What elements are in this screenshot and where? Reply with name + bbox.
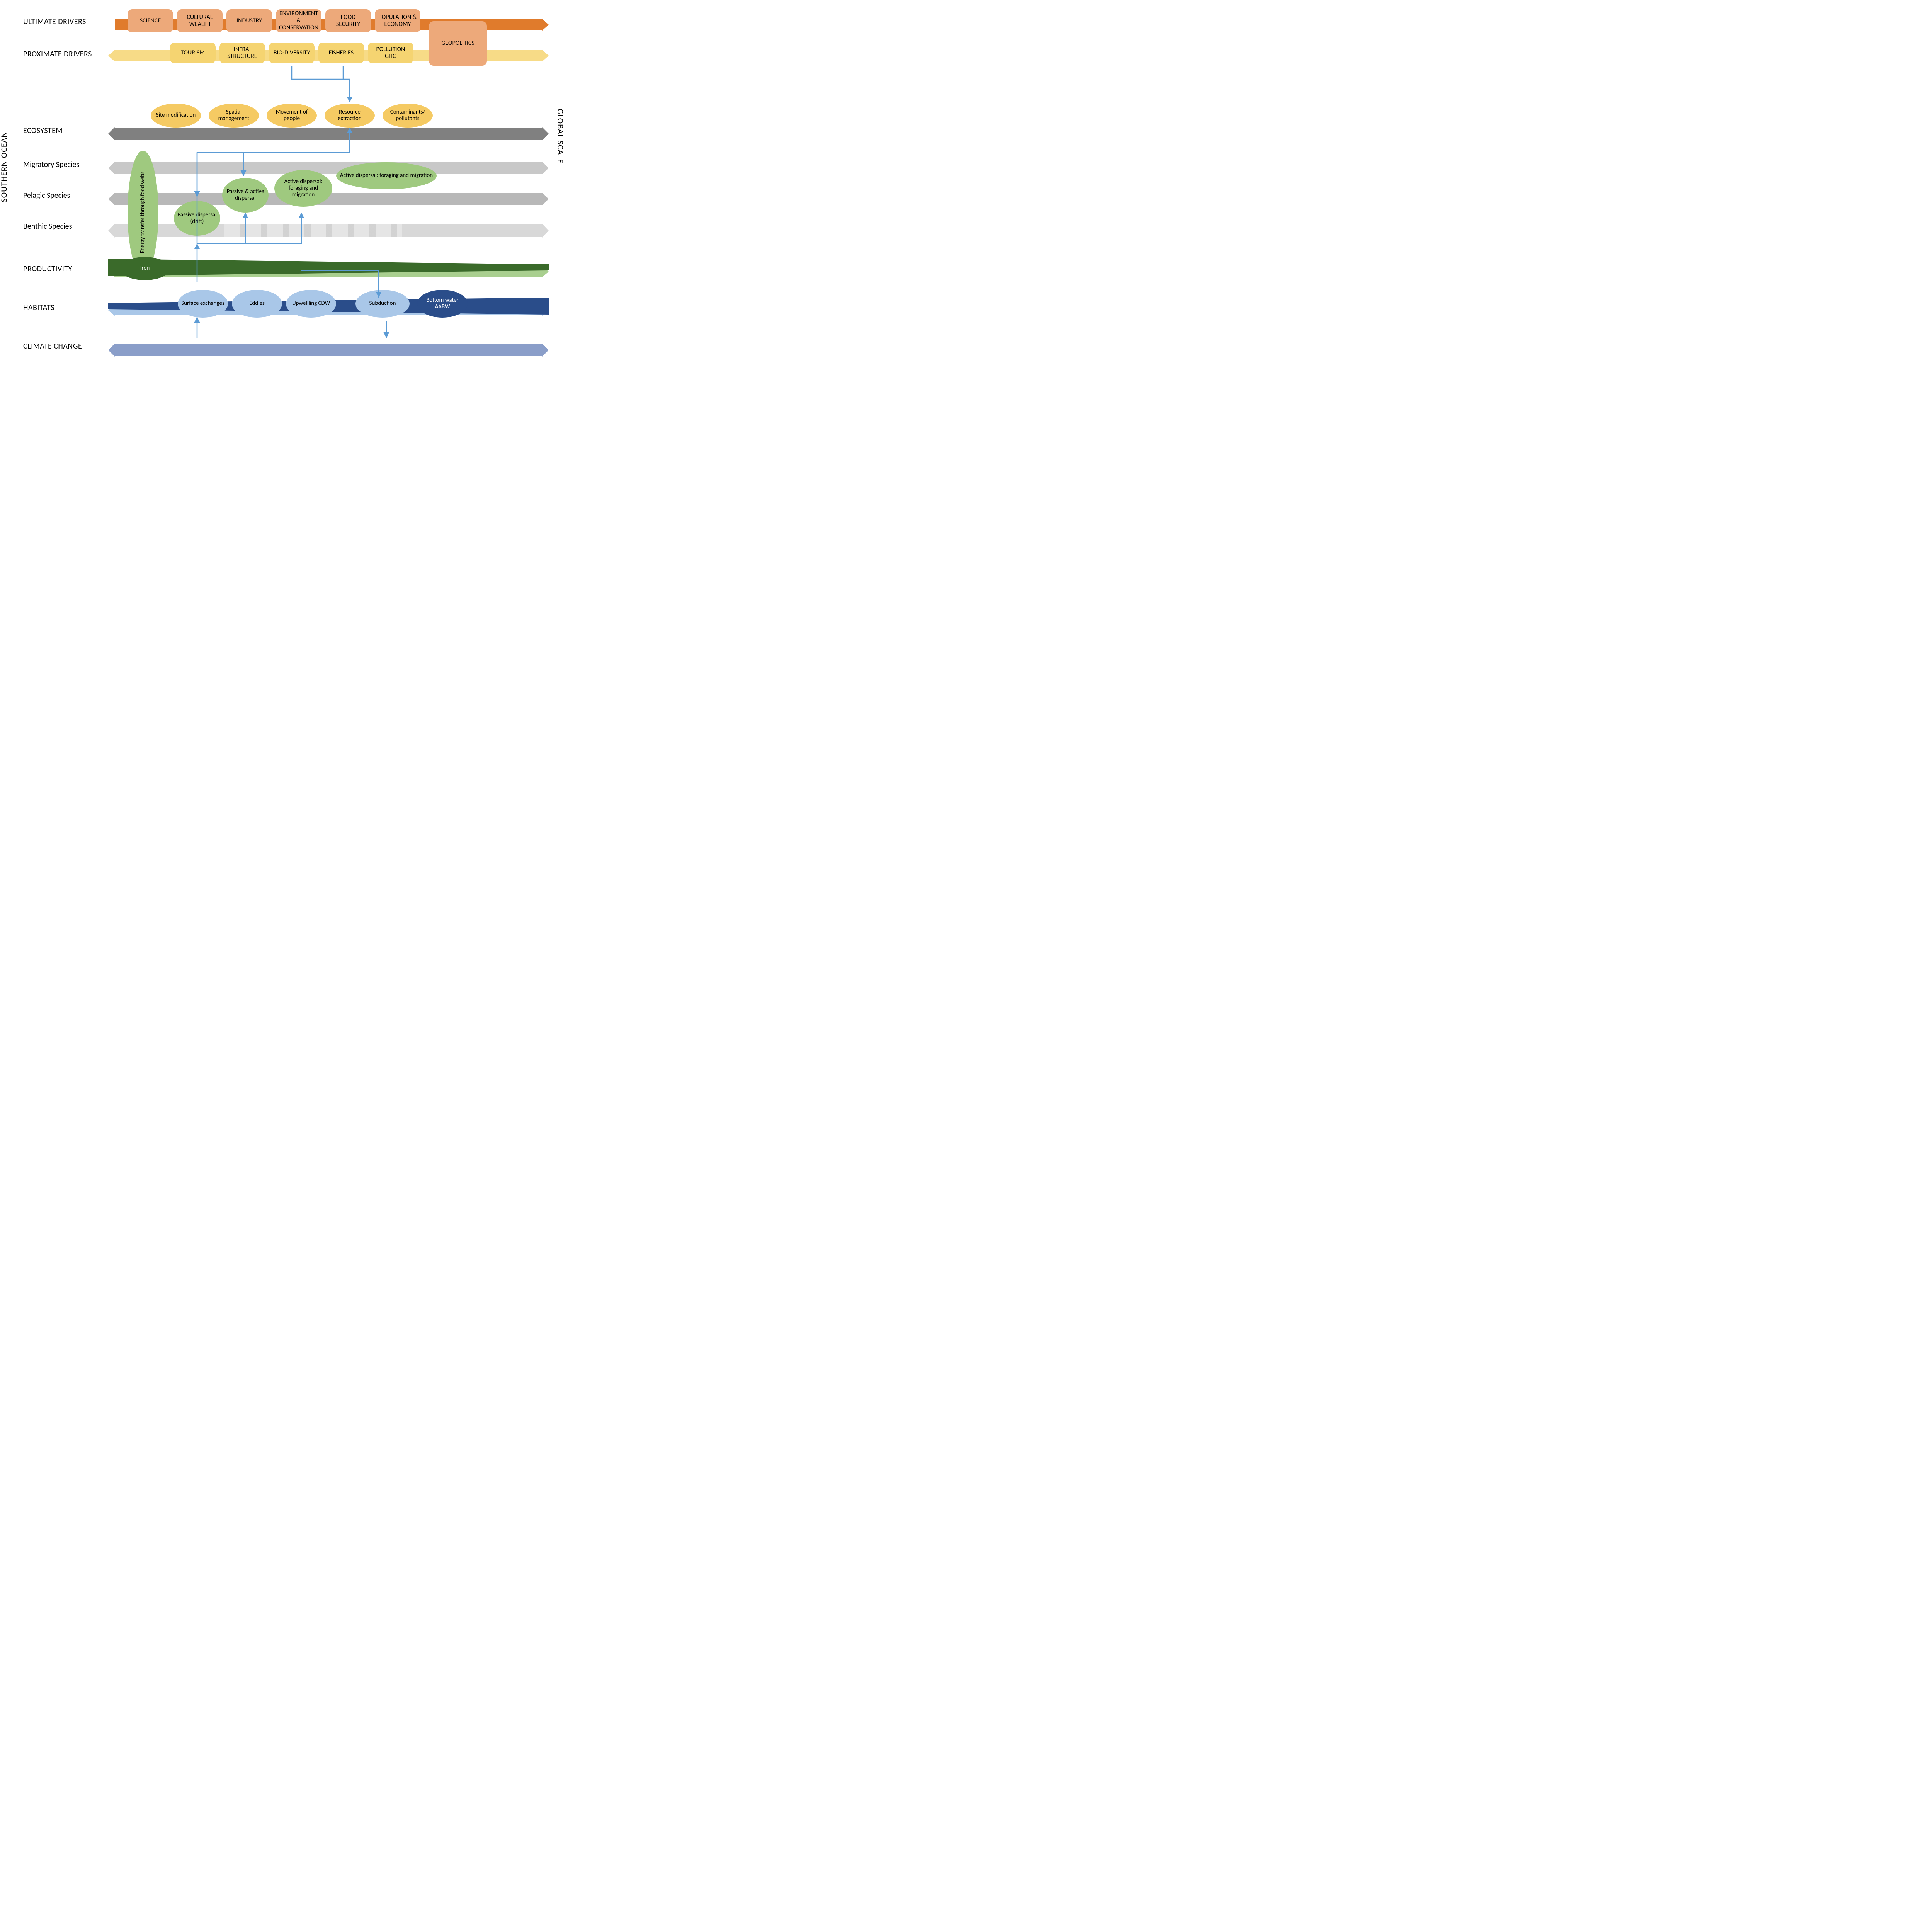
passive-drift-ellipse: Passive dispersal (drift) [174, 201, 220, 236]
proximate-box-1: INFRA-STRUCTURE [219, 43, 265, 63]
energy-ellipse: Energy transfer through food webs [128, 151, 158, 274]
blue-ellipse-4: Bottom water AABW [417, 290, 468, 318]
geopolitics-box: GEOPOLITICS [429, 21, 487, 66]
productivity-taper [108, 259, 549, 276]
ultimate-box-1: CULTURAL WEALTH [177, 9, 223, 32]
proximate-box-0: TOURISM [170, 43, 216, 63]
row-label-ecosystem: ECOSYSTEM [23, 126, 63, 135]
row-label-habitats: HABITATS [23, 303, 54, 312]
row-label-benthic: Benthic Species [23, 222, 72, 231]
climate-bar [108, 344, 549, 356]
row-label-migratory: Migratory Species [23, 160, 79, 169]
eco-ellipse-3: Resource extraction [325, 104, 375, 128]
benthic-segments [224, 224, 402, 237]
eco-ellipse-2: Movement of people [267, 104, 317, 128]
iron-ellipse: Iron [120, 257, 170, 280]
proximate-box-2: BIO-DIVERSITY [269, 43, 315, 63]
ultimate-box-3: ENVIRONMENT & CONSERVATION [276, 9, 321, 32]
blue-ellipse-3: Subduction [355, 290, 410, 318]
passive-active-ellipse: Passive & active dispersal [222, 178, 269, 213]
blue-ellipse-2: Upwellling CDW [286, 290, 336, 318]
ultimate-box-4: FOOD SECURITY [325, 9, 371, 32]
eco-ellipse-0: Site modification [151, 104, 201, 128]
active-foraging-ellipse: Active dispersal: foraging and migration [274, 170, 332, 207]
proximate-box-4: POLLUTION GHG [368, 43, 413, 63]
blue-ellipse-1: Eddies [232, 290, 282, 318]
active-foraging-wide-ellipse: Active dispersal: foraging and migration [336, 162, 437, 189]
ultimate-box-2: INDUSTRY [226, 9, 272, 32]
eco-ellipse-1: Spatial management [209, 104, 259, 128]
row-label-productivity: PRODUCTIVITY [23, 264, 72, 274]
proximate-box-3: FISHERIES [318, 43, 364, 63]
side-label-left: SOUTHERN OCEAN [0, 132, 9, 202]
row-label-proximate: PROXIMATE DRIVERS [23, 49, 92, 59]
row-label-ultimate: ULTIMATE DRIVERS [23, 17, 86, 26]
blue-ellipse-0: Surface exchanges [178, 290, 228, 318]
eco-ellipse-4: Contaminants/ pollutants [383, 104, 433, 128]
ultimate-box-0: SCIENCE [128, 9, 173, 32]
ultimate-box-5: POPULATION & ECONOMY [375, 9, 420, 32]
side-label-right: GLOBAL SCALE [555, 109, 566, 163]
row-label-pelagic: Pelagic Species [23, 191, 70, 200]
energy-ellipse-label: Energy transfer through food webs [139, 172, 146, 253]
ecosystem-bar [108, 128, 549, 140]
row-label-climate: CLIMATE CHANGE [23, 342, 82, 351]
migratory-bar [108, 162, 549, 174]
